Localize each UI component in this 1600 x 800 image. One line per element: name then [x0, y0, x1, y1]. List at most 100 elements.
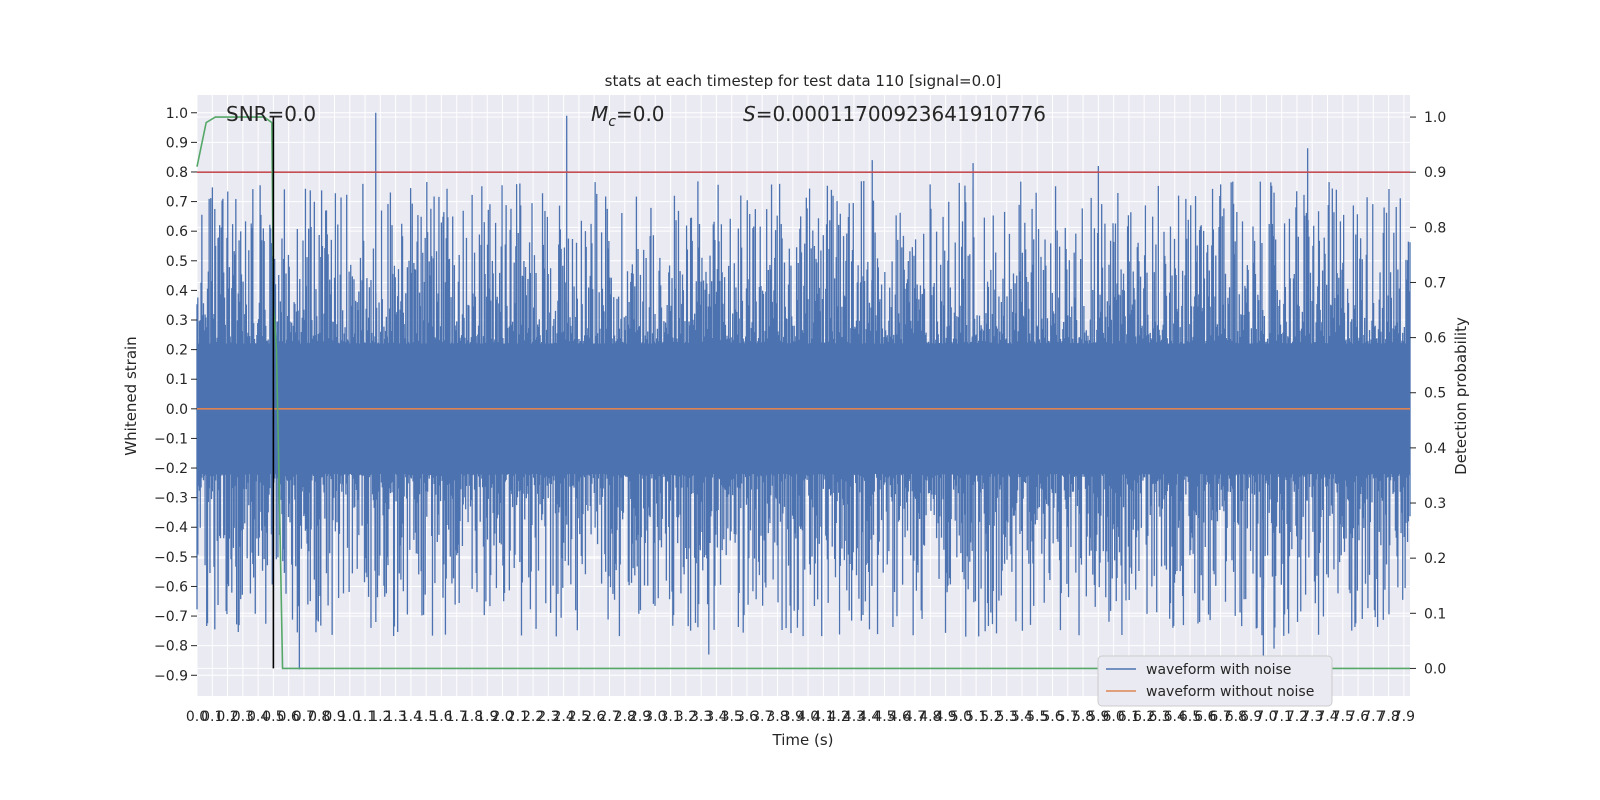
y-tick-label: 0.6	[166, 224, 188, 240]
x-axis-label: Time (s)	[772, 731, 834, 749]
y-tick-label: −0.6	[154, 579, 188, 595]
x-tick-label: 0.5	[262, 709, 284, 725]
y-tick-label: 0.5	[166, 254, 188, 270]
x-tick-label: 7.9	[1393, 709, 1415, 725]
x-tick-label: 6.9	[1240, 709, 1262, 725]
y-tick-label: −0.8	[154, 639, 188, 655]
y2-tick-label: 0.2	[1424, 551, 1446, 567]
y2-tick-label: 0.5	[1424, 386, 1446, 402]
x-tick-label: 5.3	[996, 709, 1018, 725]
x-tick-label: 6.8	[1225, 709, 1247, 725]
x-tick-label: 2.8	[614, 709, 636, 725]
y-tick-label: 1.0	[166, 106, 188, 122]
y-tick-label: 0.3	[166, 313, 188, 329]
x-tick-label: 7.0	[1255, 709, 1277, 725]
x-tick-label: 5.1	[965, 709, 987, 725]
x-tick-label: 4.8	[919, 709, 941, 725]
y-tick-label: 0.4	[166, 283, 188, 299]
x-tick-label: 2.6	[583, 709, 605, 725]
x-tick-label: 6.4	[1164, 709, 1186, 725]
x-tick-label: 1.9	[476, 709, 498, 725]
y2-tick-label: 0.9	[1424, 165, 1446, 181]
x-tick-label: 3.6	[736, 709, 758, 725]
x-tick-label: 2.0	[491, 709, 513, 725]
x-tick-label: 3.8	[766, 709, 788, 725]
x-tick-label: 7.6	[1347, 709, 1369, 725]
y-tick-label: −0.2	[154, 461, 188, 477]
chart-title: stats at each timestep for test data 110…	[605, 72, 1002, 90]
y-tick-label: −0.7	[154, 609, 188, 625]
x-tick-label: 6.2	[1133, 709, 1155, 725]
y2-tick-label: 0.8	[1424, 220, 1446, 236]
y2-tick-labels: 0.0 0.1 0.2 0.3 0.4 0.5 0.6 0.7 0.8 0.9 1.0	[1410, 110, 1446, 677]
x-tick-label: 2.4	[553, 709, 575, 725]
y2-tick-label: 0.0	[1424, 661, 1446, 677]
y-axis-label: Whitened strain	[122, 336, 140, 455]
x-tick-label: 3.0	[644, 709, 666, 725]
mc-annotation: Mc=0.0	[591, 102, 665, 130]
x-tick-label: 5.6	[1041, 709, 1063, 725]
x-tick-labels: 0.00.10.20.30.40.50.60.70.80.91.01.11.21…	[186, 709, 1415, 725]
x-tick-label: 7.4	[1316, 709, 1338, 725]
legend-label-without-noise: waveform without noise	[1146, 684, 1314, 700]
x-tick-label: 0.9	[323, 709, 345, 725]
x-tick-label: 1.3	[384, 709, 406, 725]
x-tick-label: 2.7	[598, 709, 620, 725]
x-tick-label: 2.5	[568, 709, 590, 725]
x-tick-label: 1.4	[400, 709, 422, 725]
x-tick-label: 4.2	[828, 709, 850, 725]
x-tick-label: 4.3	[843, 709, 865, 725]
x-tick-label: 5.7	[1057, 709, 1079, 725]
x-tick-label: 7.7	[1362, 709, 1384, 725]
x-tick-label: 3.3	[690, 709, 712, 725]
x-tick-label: 1.1	[354, 709, 376, 725]
x-tick-label: 0.0	[186, 709, 208, 725]
x-tick-label: 6.5	[1179, 709, 1201, 725]
x-tick-label: 3.2	[675, 709, 697, 725]
y2-tick-label: 0.4	[1424, 441, 1446, 457]
s-annotation: S=0.00011700923641910776	[743, 102, 1046, 126]
x-tick-label: 2.1	[507, 709, 529, 725]
x-tick-label: 0.8	[308, 709, 330, 725]
legend-box	[1097, 655, 1333, 707]
x-tick-label: 7.5	[1332, 709, 1354, 725]
x-tick-label: 7.3	[1301, 709, 1323, 725]
y-tick-label: −0.3	[154, 491, 188, 507]
y-tick-label: −0.5	[154, 550, 188, 566]
x-tick-label: 0.7	[293, 709, 315, 725]
x-tick-label: 4.6	[889, 709, 911, 725]
y2-tick-label: 0.1	[1424, 606, 1446, 622]
x-tick-label: 5.4	[1011, 709, 1033, 725]
x-tick-label: 6.7	[1209, 709, 1231, 725]
x-tick-label: 0.4	[247, 709, 269, 725]
legend-label-with-noise: waveform with noise	[1146, 662, 1291, 678]
x-tick-label: 7.1	[1271, 709, 1293, 725]
y-tick-label: 0.7	[166, 195, 188, 211]
y-tick-label: 0.1	[166, 372, 188, 388]
x-tick-label: 3.1	[659, 709, 681, 725]
x-tick-label: 5.5	[1026, 709, 1048, 725]
y2-axis-label: Detection probability	[1452, 317, 1470, 475]
x-tick-label: 3.9	[782, 709, 804, 725]
x-tick-label: 1.7	[446, 709, 468, 725]
x-tick-label: 1.5	[415, 709, 437, 725]
y-tick-label: −0.4	[154, 520, 188, 536]
x-tick-label: 2.2	[522, 709, 544, 725]
x-tick-label: 5.2	[980, 709, 1002, 725]
x-tick-label: 4.9	[934, 709, 956, 725]
x-tick-label: 6.0	[1102, 709, 1124, 725]
x-tick-label: 5.8	[1072, 709, 1094, 725]
x-tick-label: 7.2	[1286, 709, 1308, 725]
x-tick-label: 4.4	[858, 709, 880, 725]
y-tick-labels: −0.9 −0.8 −0.7 −0.6 −0.5 −0.4 −0.3 −0.2 −0.1 0.0 0…	[154, 106, 197, 684]
noise-strokes	[196, 112, 1411, 670]
x-tick-label: 4.5	[873, 709, 895, 725]
x-tick-label: 1.8	[461, 709, 483, 725]
y-tick-label: 0.9	[166, 135, 188, 151]
x-tick-label: 4.1	[812, 709, 834, 725]
x-tick-label: 6.3	[1148, 709, 1170, 725]
x-tick-label: 5.9	[1087, 709, 1109, 725]
legend: waveform with noise waveform without noi…	[1097, 655, 1333, 707]
snr-annotation: SNR=0.0	[226, 102, 316, 126]
